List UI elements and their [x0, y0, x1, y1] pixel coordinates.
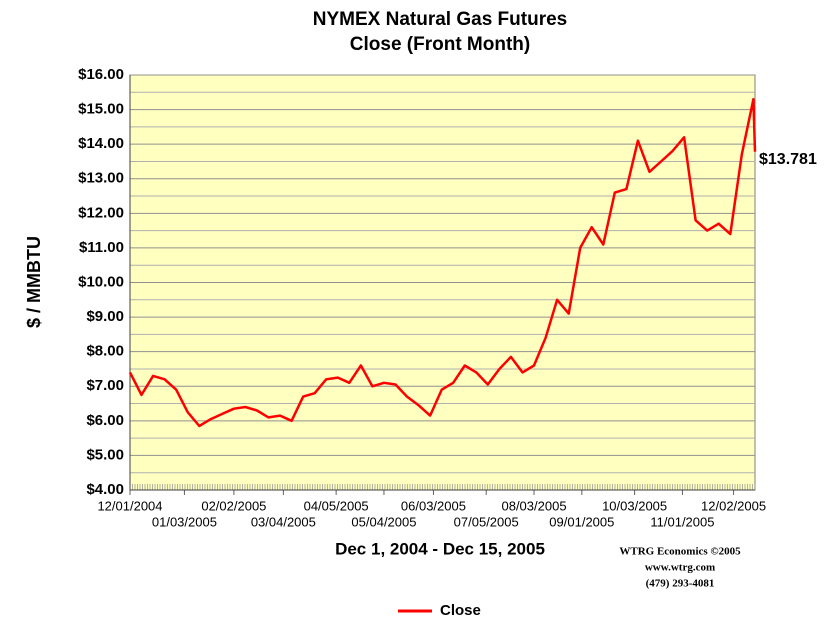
y-axis-label: $ / MMBTU: [24, 236, 44, 328]
x-tick-label: 08/03/2005: [501, 498, 566, 513]
y-tick-label: $8.00: [86, 343, 124, 360]
credit: (479) 293-4081: [646, 578, 715, 590]
x-tick-label: 05/04/2005: [351, 514, 416, 529]
chart-subtitle: Close (Front Month): [350, 34, 530, 55]
x-tick-label: 07/05/2005: [454, 514, 519, 529]
y-tick-label: $15.00: [78, 101, 124, 118]
y-tick-label: $11.00: [79, 239, 124, 256]
y-tick-label: $7.00: [86, 377, 124, 394]
y-tick-label: $13.00: [78, 170, 124, 187]
y-tick-label: $4.00: [86, 481, 124, 498]
y-tick-label: $9.00: [86, 308, 124, 325]
data-label: $13.781: [759, 151, 817, 168]
x-tick-label: 06/03/2005: [401, 498, 466, 513]
line-series: [128, 97, 757, 428]
credit: www.wtrg.com: [645, 562, 715, 574]
x-tick-label: 09/01/2005: [549, 514, 614, 529]
y-tick-label: $5.00: [86, 446, 124, 463]
y-tick-label: $16.00: [78, 66, 124, 83]
x-tick-label: 12/02/2005: [701, 498, 766, 513]
x-tick-label: 04/05/2005: [304, 498, 369, 513]
x-axis-label: Dec 1, 2004 - Dec 15, 2005: [335, 539, 545, 558]
legend-label: Close: [440, 602, 481, 619]
x-tick-label: 12/01/2004: [97, 498, 162, 513]
credit: WTRG Economics ©2005: [619, 546, 741, 558]
x-tick-label: 11/01/2005: [650, 514, 714, 529]
y-tick-label: $12.00: [78, 204, 124, 221]
y-tick-label: $14.00: [78, 135, 124, 152]
y-tick-label: $10.00: [78, 273, 124, 290]
chart-title: NYMEX Natural Gas Futures: [313, 9, 567, 30]
x-tick-label: 02/02/2005: [201, 498, 266, 513]
x-tick-label: 03/04/2005: [251, 514, 316, 529]
y-tick-label: $6.00: [86, 412, 124, 429]
x-tick-label: 10/03/2005: [602, 498, 667, 513]
x-tick-label: 01/03/2005: [152, 514, 217, 529]
